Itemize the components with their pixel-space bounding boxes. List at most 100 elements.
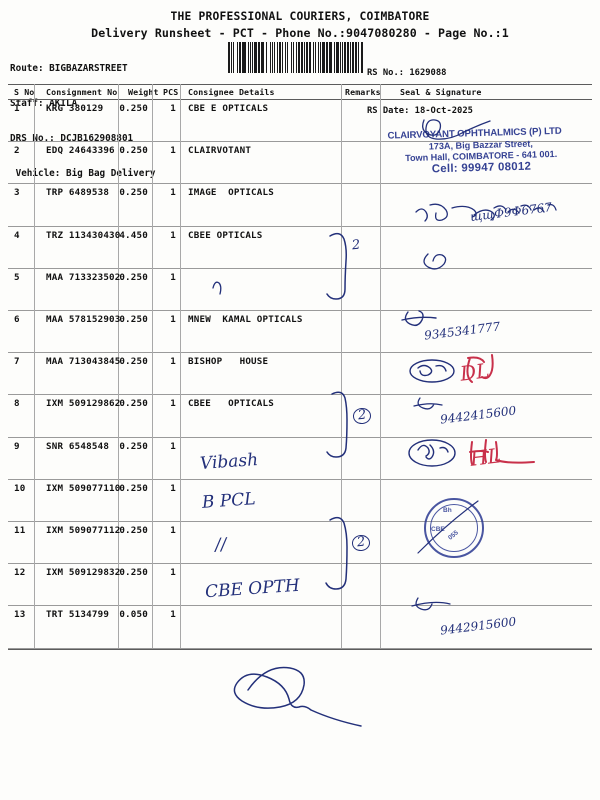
barcode-bar (313, 42, 315, 73)
barcode-bar (319, 42, 322, 73)
cell-s-no: 8 (14, 398, 20, 410)
cell-weight: 0.250 (119, 314, 148, 325)
cell-s-no: 2 (14, 145, 20, 157)
cell-consignee-details: CLAIRVOTANT (188, 145, 252, 157)
cell-pcs: 1 (170, 145, 176, 157)
cell-weight: 0.250 (119, 271, 148, 283)
handwritten-remark-count: 2 (351, 534, 372, 552)
cell-s-no: 4 (14, 229, 20, 241)
cell-weight: 0.250 (119, 440, 148, 452)
cell-weight: 0.250 (119, 356, 148, 368)
table-rule (8, 84, 592, 85)
handwritten-signature-note: 9442915600 (439, 614, 517, 638)
handwritten-signature-note: щщФ9Ф6767 (469, 200, 553, 225)
col-header-seal-signature: Seal & Signature (400, 87, 482, 97)
table-rule (8, 352, 592, 354)
barcode-bar (305, 42, 308, 73)
table-rule (8, 183, 592, 185)
table-rule (8, 478, 592, 480)
round-stamp-left-text: CBE (431, 526, 445, 533)
col-header-remarks: Remarks (345, 87, 381, 97)
round-stamp-top-text: Bh (443, 507, 452, 514)
col-header-consignee-details: Consignee Details (188, 87, 275, 97)
barcode-bar (262, 42, 265, 73)
cell-pcs: 1 (170, 187, 176, 199)
cell-consignment-no: MAA 713323502 (46, 271, 121, 283)
cell-consignee-details: MNEW KAMAL OPTICALS (188, 314, 303, 325)
barcode-bar (254, 42, 257, 73)
table-column-rule (152, 84, 153, 648)
handwritten-signature-note: DL (458, 358, 491, 386)
barcode-bar (357, 42, 359, 73)
handwritten-consignee-note: CBE OPTH (204, 575, 301, 603)
cell-weight: 0.050 (119, 609, 148, 621)
table-rule (8, 605, 592, 607)
vehicle-field: Vehicle: Big Bag Delivery (10, 167, 156, 179)
barcode-bar (274, 42, 276, 73)
barcode-bar (293, 42, 295, 73)
barcode-bar (286, 42, 288, 73)
table-rule (8, 563, 592, 565)
table-rule (8, 647, 592, 649)
cell-consignee-details: CBEE OPTICALS (188, 398, 274, 410)
cell-s-no: 11 (14, 525, 26, 536)
cell-weight: 0.250 (119, 567, 148, 579)
col-header-consignment-no: Consignment No (46, 87, 118, 97)
barcode-bar (269, 42, 271, 73)
barcode-bar (278, 42, 282, 73)
cell-weight: 0.250 (119, 187, 148, 199)
cell-consignment-no: IXM 509129862 (46, 398, 121, 410)
cell-s-no: 1 (14, 103, 20, 114)
cell-consignment-no: TRT 5134799 (46, 609, 110, 621)
barcode-bar (328, 42, 330, 73)
cell-pcs: 1 (170, 103, 176, 114)
barcode-bar (247, 42, 249, 73)
header-meta-left: Route: BIGBAZARSTREET Staff: AKILA DRS N… (10, 40, 156, 202)
barcode-bar (300, 42, 304, 73)
cell-s-no: 9 (14, 440, 20, 452)
cell-consignment-no: MAA 713043845 (46, 356, 121, 368)
cell-pcs: 1 (170, 271, 176, 283)
barcode-bar (361, 42, 364, 73)
table-column-rule (341, 84, 342, 648)
barcode-bar (271, 42, 273, 73)
barcode-bar (335, 42, 339, 73)
barcode-bar (238, 42, 241, 73)
cell-pcs: 1 (170, 229, 176, 241)
cell-pcs: 1 (170, 440, 176, 452)
cell-consignment-no: IXM 509129832 (46, 567, 121, 579)
barcode-bar (241, 42, 243, 73)
cell-pcs: 1 (170, 356, 176, 368)
barcode-bar (228, 42, 230, 73)
cell-consignment-no: EDQ 24643396 (46, 145, 115, 157)
table-rule (8, 267, 592, 269)
cell-pcs: 1 (170, 609, 176, 621)
table-column-rule (180, 84, 181, 648)
table-column-rule (118, 84, 119, 648)
cell-consignment-no: MAA 578152903 (46, 314, 121, 325)
rs-date-field: RS Date: 18-Oct-2025 (367, 105, 473, 116)
header-meta-right: RS No.: 1629088 RS Date: 18-Oct-2025 (367, 42, 473, 142)
col-header-pcs: PCS (163, 87, 179, 97)
stamp-line-3: Town Hall, COIMBATORE - 641 001. (404, 148, 558, 164)
barcode-bar (350, 42, 352, 73)
cell-consignment-no: KRG 380129 (46, 103, 104, 114)
handwritten-signature-note: HL (468, 442, 503, 471)
handwritten-remark-count: 2 (352, 407, 373, 426)
cell-consignee-details: CBE E OPTICALS (188, 103, 269, 114)
cell-pcs: 1 (170, 482, 176, 494)
barcode-bar (352, 42, 355, 73)
barcode-bar (339, 42, 341, 73)
handwritten-signature-note: 9442415600 (439, 403, 517, 427)
barcode-bar (266, 42, 267, 73)
table-rule (8, 225, 592, 227)
table-rule (8, 310, 592, 311)
col-header-s-no: S No (14, 87, 35, 97)
table-rule (8, 141, 592, 143)
barcode-bar (315, 42, 316, 73)
cell-pcs: 1 (170, 525, 176, 536)
barcode-bar (233, 42, 235, 73)
cell-s-no: 12 (14, 567, 26, 579)
cell-s-no: 5 (14, 271, 20, 283)
